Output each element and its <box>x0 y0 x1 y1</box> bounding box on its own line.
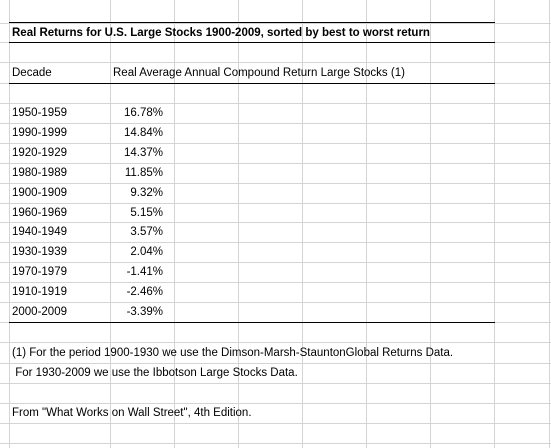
header-bottom-border <box>9 83 495 84</box>
gridline <box>0 103 551 104</box>
gridline <box>0 363 551 364</box>
gridline <box>0 262 551 263</box>
gridline <box>0 123 551 124</box>
footnote-1: (1) For the period 1900-1930 we use the … <box>12 347 454 359</box>
gridline <box>110 0 111 448</box>
gridline <box>0 203 551 204</box>
gridline <box>0 383 551 384</box>
row-decade: 1970-1979 <box>12 266 67 278</box>
gridline <box>494 0 495 448</box>
row-decade: 1990-1999 <box>12 127 67 139</box>
row-decade: 1910-1919 <box>12 286 67 298</box>
row-return-value: 3.57% <box>130 226 163 238</box>
gridline <box>0 302 551 303</box>
gridline <box>0 62 551 63</box>
gridline <box>0 242 551 243</box>
gridline <box>0 342 551 343</box>
row-return-value: -3.39% <box>126 306 163 318</box>
gridline <box>238 0 239 448</box>
gridline <box>0 23 551 24</box>
row-return-value: -2.46% <box>126 286 163 298</box>
row-return-value: 14.37% <box>123 147 163 159</box>
row-return-value: 11.85% <box>124 167 163 179</box>
row-decade: 1950-1959 <box>12 107 67 119</box>
row-return-value: 2.04% <box>130 246 163 258</box>
row-decade: 1940-1949 <box>12 226 67 238</box>
row-decade: 1900-1909 <box>12 187 67 199</box>
gridline <box>0 423 551 424</box>
table-title: Real Returns for U.S. Large Stocks 1900-… <box>12 27 430 39</box>
header-decade: Decade <box>12 67 52 79</box>
gridline <box>366 0 367 448</box>
gridline <box>0 163 551 164</box>
gridline <box>302 0 303 448</box>
row-return-value: -1.41% <box>126 266 163 278</box>
row-return-value: 16.78% <box>123 107 163 119</box>
row-return-value: 5.15% <box>130 207 163 219</box>
gridline <box>174 0 175 448</box>
gridline <box>0 183 551 184</box>
gridline <box>0 443 551 444</box>
row-return-value: 14.84% <box>123 127 163 139</box>
row-decade: 1960-1969 <box>12 207 67 219</box>
gridline <box>430 0 431 448</box>
header-return: Real Average Annual Compound Return Larg… <box>113 67 405 79</box>
row-decade: 1930-1939 <box>12 246 67 258</box>
row-decade: 2000-2009 <box>12 306 67 318</box>
table-bottom-border <box>9 322 495 323</box>
footnote-2: For 1930-2009 we use the Ibbotson Large … <box>12 367 298 379</box>
gridline <box>0 222 551 223</box>
gridline <box>9 0 10 448</box>
title-bottom-border <box>9 42 495 43</box>
gridline <box>0 403 551 404</box>
row-return-value: 9.32% <box>130 187 163 199</box>
table-top-border <box>9 22 495 23</box>
row-decade: 1980-1989 <box>12 167 67 179</box>
gridline <box>0 282 551 283</box>
source-note: From "What Works on Wall Street", 4th Ed… <box>12 407 252 419</box>
gridline <box>0 143 551 144</box>
row-decade: 1920-1929 <box>12 147 67 159</box>
gridline <box>549 0 550 448</box>
